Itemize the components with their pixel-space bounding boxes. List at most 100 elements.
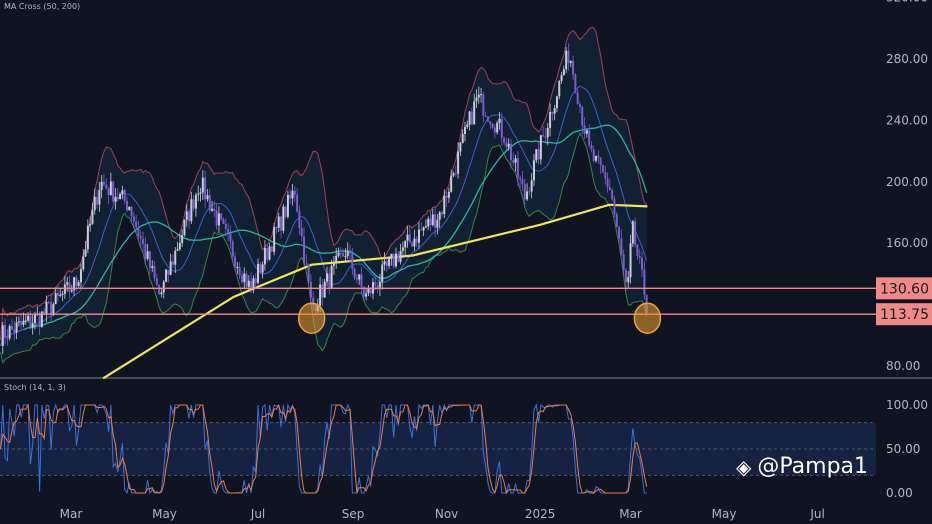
- candle-body: [627, 277, 630, 283]
- candle-body: [52, 304, 55, 315]
- candle-body: [263, 248, 266, 265]
- candle-body: [388, 257, 391, 267]
- candle-body: [353, 269, 356, 278]
- candle-body: [84, 249, 87, 257]
- candle-body: [613, 199, 616, 215]
- candle-body: [553, 108, 556, 114]
- candle-body: [24, 320, 27, 322]
- candle-body: [137, 227, 140, 237]
- candle-body: [319, 284, 322, 306]
- stoch-tick-label: 50.00: [886, 442, 920, 456]
- bollinger-basis: [0, 85, 648, 347]
- candle-body: [96, 196, 99, 205]
- candle-body: [100, 181, 103, 190]
- time-tick-label: Jul: [250, 507, 265, 521]
- candle-body: [415, 238, 418, 243]
- bollinger-upper: [0, 26, 648, 340]
- candle-body: [162, 281, 165, 293]
- candle-body: [365, 293, 368, 297]
- candle-body: [608, 187, 611, 191]
- candle-body: [530, 180, 533, 192]
- candle-body: [197, 193, 200, 195]
- price-tick-label: 320.00: [886, 0, 928, 5]
- candle-body: [91, 210, 94, 224]
- candle-body: [259, 263, 262, 273]
- candle-body: [413, 238, 416, 247]
- candle-body: [549, 111, 552, 128]
- candle-body: [326, 273, 329, 282]
- candle-body: [125, 200, 128, 211]
- candle-body: [300, 227, 303, 237]
- candle-body: [270, 246, 273, 252]
- candle-body: [231, 241, 234, 257]
- candle-body: [238, 266, 241, 276]
- candle-body: [247, 280, 250, 287]
- candle-body: [443, 195, 446, 215]
- candle-body: [8, 326, 11, 339]
- candle-body: [181, 235, 184, 244]
- time-tick-label: Mar: [619, 507, 642, 521]
- stoch-k-line: [0, 403, 647, 495]
- candle-body: [503, 138, 506, 143]
- candle-body: [68, 282, 71, 292]
- candle-body: [183, 219, 186, 236]
- candle-body: [139, 236, 142, 239]
- candle-body: [227, 228, 230, 234]
- candle-body: [307, 264, 310, 282]
- stoch-tick-label: 0.00: [886, 486, 913, 500]
- candle-body: [560, 75, 563, 81]
- candle-body: [535, 149, 538, 161]
- candle-body: [6, 337, 9, 339]
- candle-body: [427, 218, 430, 227]
- candle-body: [119, 194, 122, 200]
- bollinger-lower: [0, 132, 648, 364]
- candle-body: [358, 274, 361, 280]
- candle-body: [234, 256, 237, 268]
- candle-body: [516, 158, 519, 178]
- candle-body: [102, 181, 105, 185]
- candle-body: [484, 115, 487, 117]
- candle-body: [1, 325, 4, 347]
- candle-body: [569, 60, 572, 63]
- candle-body: [583, 125, 586, 134]
- candle-body: [447, 191, 450, 198]
- candle-body: [335, 255, 338, 263]
- candle-body: [47, 301, 50, 303]
- candle-body: [199, 192, 202, 194]
- candle-body: [339, 252, 342, 254]
- candle-body: [381, 264, 384, 282]
- ma50-line: [23, 124, 648, 331]
- candle-body: [204, 177, 207, 200]
- candle-body: [160, 292, 163, 295]
- candle-body: [397, 253, 400, 262]
- candle-body: [526, 191, 529, 200]
- candle-body: [252, 278, 255, 288]
- candle-body: [224, 223, 227, 229]
- candle-body: [284, 206, 287, 217]
- candle-body: [581, 106, 584, 126]
- candle-body: [491, 123, 494, 128]
- candle-body: [243, 273, 246, 283]
- price-tick-label: 200.00: [886, 175, 928, 189]
- candle-body: [261, 264, 264, 273]
- candle-body: [33, 314, 36, 324]
- candle-body: [50, 302, 53, 315]
- candle-body: [305, 263, 308, 265]
- candle-body: [321, 284, 324, 298]
- candle-body: [178, 243, 181, 250]
- candle-body: [107, 188, 110, 196]
- candle-body: [597, 155, 600, 158]
- candle-body: [148, 251, 151, 268]
- candle-body: [500, 118, 503, 139]
- candle-body: [17, 321, 20, 323]
- candle-body: [585, 130, 588, 134]
- candle-body: [349, 251, 352, 254]
- candle-body: [61, 293, 64, 295]
- candle-body: [489, 121, 492, 124]
- candle-body: [445, 195, 448, 198]
- candle-body: [383, 261, 386, 265]
- ma200-line: [102, 203, 648, 380]
- candle-body: [273, 227, 276, 252]
